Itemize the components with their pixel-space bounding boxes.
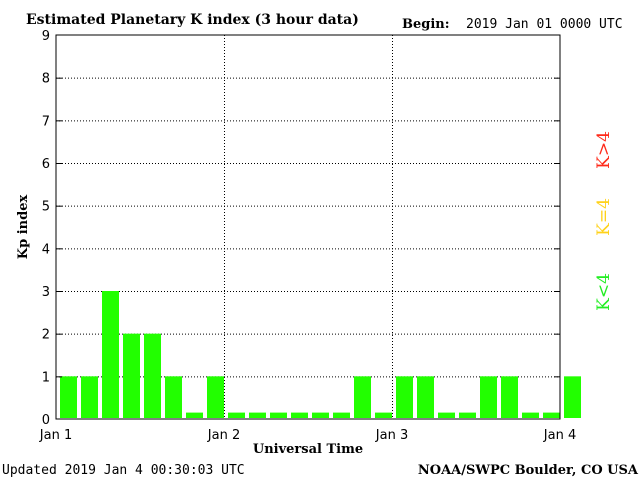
kp-bar — [270, 412, 287, 418]
bars-group — [60, 291, 581, 418]
begin-value: 2019 Jan 01 0000 UTC — [466, 17, 623, 32]
kp-bar — [165, 376, 182, 418]
kp-bar — [249, 412, 266, 418]
y-tick-label: 8 — [42, 72, 50, 87]
y-tick-label: 0 — [42, 413, 50, 428]
kp-bar — [354, 376, 371, 418]
kp-bar — [333, 412, 350, 418]
y-tick-label: 9 — [42, 29, 50, 44]
kp-bar — [312, 412, 329, 418]
y-axis-label: Kp index — [16, 195, 31, 260]
x-tick-label: Jan 2 — [207, 428, 240, 443]
x-axis-ticks: Jan 1 Jan 2 Jan 3 Jan 4 — [39, 428, 576, 443]
y-tick-label: 7 — [42, 114, 50, 129]
y-axis-ticks: 0 1 2 3 4 5 6 7 8 9 — [42, 29, 560, 428]
kp-bar — [123, 333, 140, 418]
source-credit: NOAA/SWPC Boulder, CO USA — [418, 463, 639, 478]
kp-bar — [186, 412, 203, 418]
updated-timestamp: Updated 2019 Jan 4 00:30:03 UTC — [2, 463, 245, 478]
kp-bar — [396, 376, 413, 418]
kp-bar — [480, 376, 497, 418]
kp-bar — [564, 376, 581, 418]
begin-label: Begin: — [402, 17, 450, 32]
kp-bar — [438, 412, 455, 418]
y-tick-label: 5 — [42, 200, 50, 215]
kp-bar — [207, 376, 224, 418]
x-tick-label: Jan 3 — [375, 428, 408, 443]
kp-bar — [417, 376, 434, 418]
kp-bar — [501, 376, 518, 418]
y-tick-label: 3 — [42, 285, 50, 300]
y-tick-label: 2 — [42, 328, 50, 343]
kp-bar — [522, 412, 539, 418]
kp-bar — [543, 412, 560, 418]
kp-bar — [81, 376, 98, 418]
kp-bar — [228, 412, 245, 418]
kp-bar — [375, 412, 392, 418]
chart-title: Estimated Planetary K index (3 hour data… — [26, 12, 359, 28]
kp-bar — [291, 412, 308, 418]
kp-bar — [60, 376, 77, 418]
x-tick-label: Jan 4 — [543, 428, 576, 443]
legend-k-greater-4: K>4 — [594, 131, 614, 169]
x-axis-label: Universal Time — [253, 442, 363, 457]
kp-bar — [102, 291, 119, 418]
legend-k-less-4: K<4 — [594, 273, 614, 311]
kp-bar — [459, 412, 476, 418]
legend-k-equal-4: K=4 — [594, 198, 614, 236]
y-tick-label: 1 — [42, 370, 50, 385]
kp-bar — [144, 333, 161, 418]
y-tick-label: 6 — [42, 157, 50, 172]
x-tick-label: Jan 1 — [39, 428, 72, 443]
y-tick-label: 4 — [42, 242, 50, 257]
plot-frame — [55, 34, 561, 420]
